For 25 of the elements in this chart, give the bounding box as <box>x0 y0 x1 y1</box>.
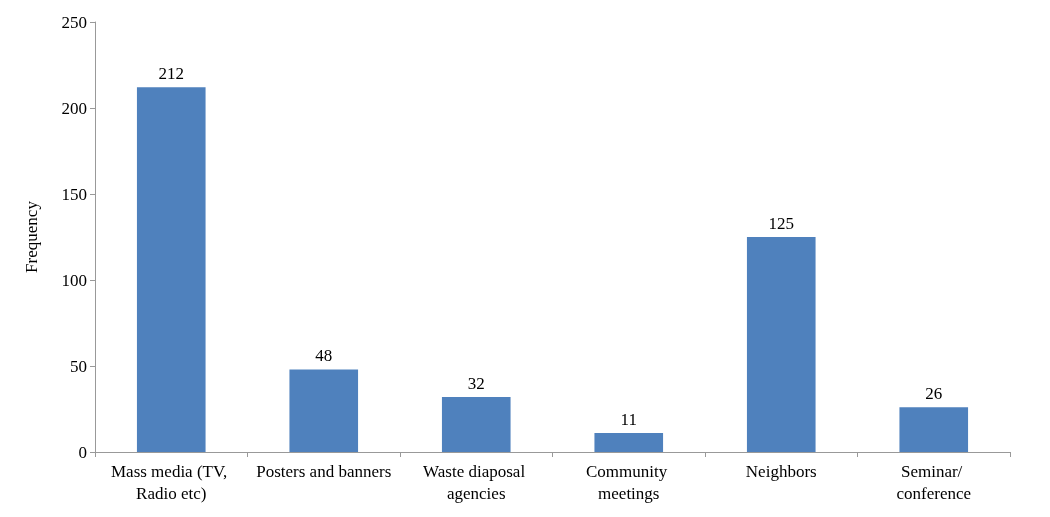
x-tick-label: Posters and banners <box>256 461 392 481</box>
bar <box>594 433 664 452</box>
y-tick-label: 50 <box>70 356 87 376</box>
bar <box>441 396 511 452</box>
x-tick-label: Neighbors <box>745 461 817 481</box>
data-label: 125 <box>768 214 794 233</box>
y-tick-label: 150 <box>61 184 87 204</box>
bar <box>746 237 816 452</box>
bar <box>289 369 359 452</box>
y-tick-label: 200 <box>61 98 87 118</box>
y-axis-title: Frequency <box>22 200 41 273</box>
data-label: 11 <box>620 410 637 430</box>
y-tick-label: 100 <box>61 270 87 290</box>
data-label: 48 <box>315 346 333 366</box>
y-tick-label: 0 <box>78 442 87 462</box>
bar <box>899 407 969 452</box>
x-tick-label: Seminar/ conference <box>896 461 972 503</box>
bar <box>136 87 206 452</box>
data-label: 26 <box>925 384 943 404</box>
data-label: 32 <box>467 373 485 393</box>
x-tick-label: Waste diaposal agencies <box>423 461 530 503</box>
x-tick-label: Mass media (TV, Radio etc) <box>110 461 232 503</box>
data-label: 212 <box>158 64 184 84</box>
x-tick-label: Community meetings <box>586 461 672 503</box>
y-tick-label: 250 <box>61 12 87 32</box>
